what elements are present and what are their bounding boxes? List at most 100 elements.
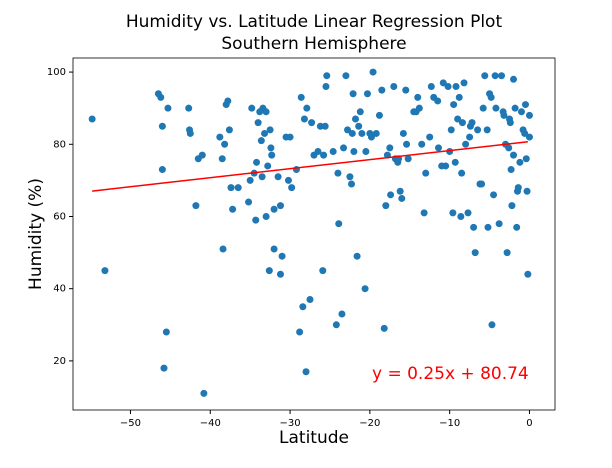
scatter-point [510,151,518,159]
scatter-point [270,245,278,253]
scatter-point [246,176,254,184]
scatter-point [276,202,284,210]
scatter-point [450,101,458,109]
scatter-point [414,93,422,101]
scatter-point [192,202,200,210]
scatter-point [245,198,253,206]
scatter-point [355,122,363,130]
scatter-point [522,155,530,163]
x-tick-label: −30 [280,418,301,429]
scatter-point [278,252,286,260]
scatter-point [451,158,459,166]
scatter-point [303,104,311,112]
scatter-point [396,187,404,195]
scatter-point [479,104,487,112]
x-tick-label: 0 [526,418,532,429]
scatter-point [399,129,407,137]
scatter-point [470,223,478,231]
scatter-point [316,122,324,130]
scatter-point [513,223,521,231]
scatter-point [321,122,329,130]
scatter-point [248,104,256,112]
scatter-point [372,129,380,137]
scatter-point [492,104,500,112]
scatter-point [444,83,452,91]
chart-title: Humidity vs. Latitude Linear Regression … [126,12,503,32]
scatter-point [261,129,269,137]
x-tick-label: −10 [439,418,460,429]
scatter-point [447,126,455,134]
scatter-point [458,169,466,177]
scatter-point [415,104,423,112]
scatter-point [302,368,310,376]
scatter-point [218,155,226,163]
plot-frame [72,57,556,411]
scatter-point [478,180,486,188]
scatter-point [505,144,513,152]
scatter-point [320,151,328,159]
scatter-point [160,364,168,372]
scatter-point [495,220,503,228]
scatter-point [506,119,514,127]
scatter-point [422,169,430,177]
y-tick-label: 20 [53,356,66,367]
scatter-point [227,184,235,192]
scatter-point [367,133,375,141]
scatter-point [265,267,273,275]
scatter-point [484,223,492,231]
scatter-point [353,252,361,260]
scatter-point [457,212,465,220]
scatter-point [363,90,371,98]
scatter-point [216,133,224,141]
scatter-point [270,205,278,213]
scatter-point [234,184,242,192]
scatter-point [503,249,511,257]
scatter-point [500,111,508,119]
y-tick-label: 40 [53,284,66,295]
scatter-point [521,101,529,109]
scatter-point [356,108,364,116]
scatter-point [323,72,331,80]
scatter-point [380,324,388,332]
scatter-point [481,72,489,80]
scatter-point [349,90,357,98]
scatter-point [308,119,316,127]
scatter-point [358,129,366,137]
scatter-point [386,144,394,152]
scatter-point [508,202,516,210]
y-axis-label: Humidity (%) [26,178,46,290]
scatter-point [284,176,292,184]
scatter-point [296,328,304,336]
scatter-point [458,119,466,127]
scatter-point [517,108,525,116]
scatter-point [511,104,519,112]
scatter-point [490,191,498,199]
scatter-point [474,126,482,134]
scatter-point [525,111,533,119]
y-tick-label: 80 [53,139,66,150]
scatter-point [334,169,342,177]
scatter-point [300,115,308,123]
scatter-point [514,184,522,192]
scatter-point [507,166,515,174]
scatter-point [262,212,270,220]
regression-line [92,141,528,192]
scatter-point [268,151,276,159]
scatter-point [403,140,411,148]
scatter-point [449,209,457,217]
chart-subtitle: Southern Hemisphere [221,34,406,54]
scatter-point [297,93,305,101]
scatter-point [434,144,442,152]
scatter-point [198,151,206,159]
scatter-point [344,126,352,134]
scatter-point [426,133,434,141]
x-tick-label: −40 [200,418,221,429]
scatter-point [442,162,450,170]
scatter-point [404,155,412,163]
scatter-point [262,108,270,116]
scatter-point [288,184,296,192]
scatter-point [101,267,109,275]
scatter-point [375,111,383,119]
scatter-point [157,93,165,101]
